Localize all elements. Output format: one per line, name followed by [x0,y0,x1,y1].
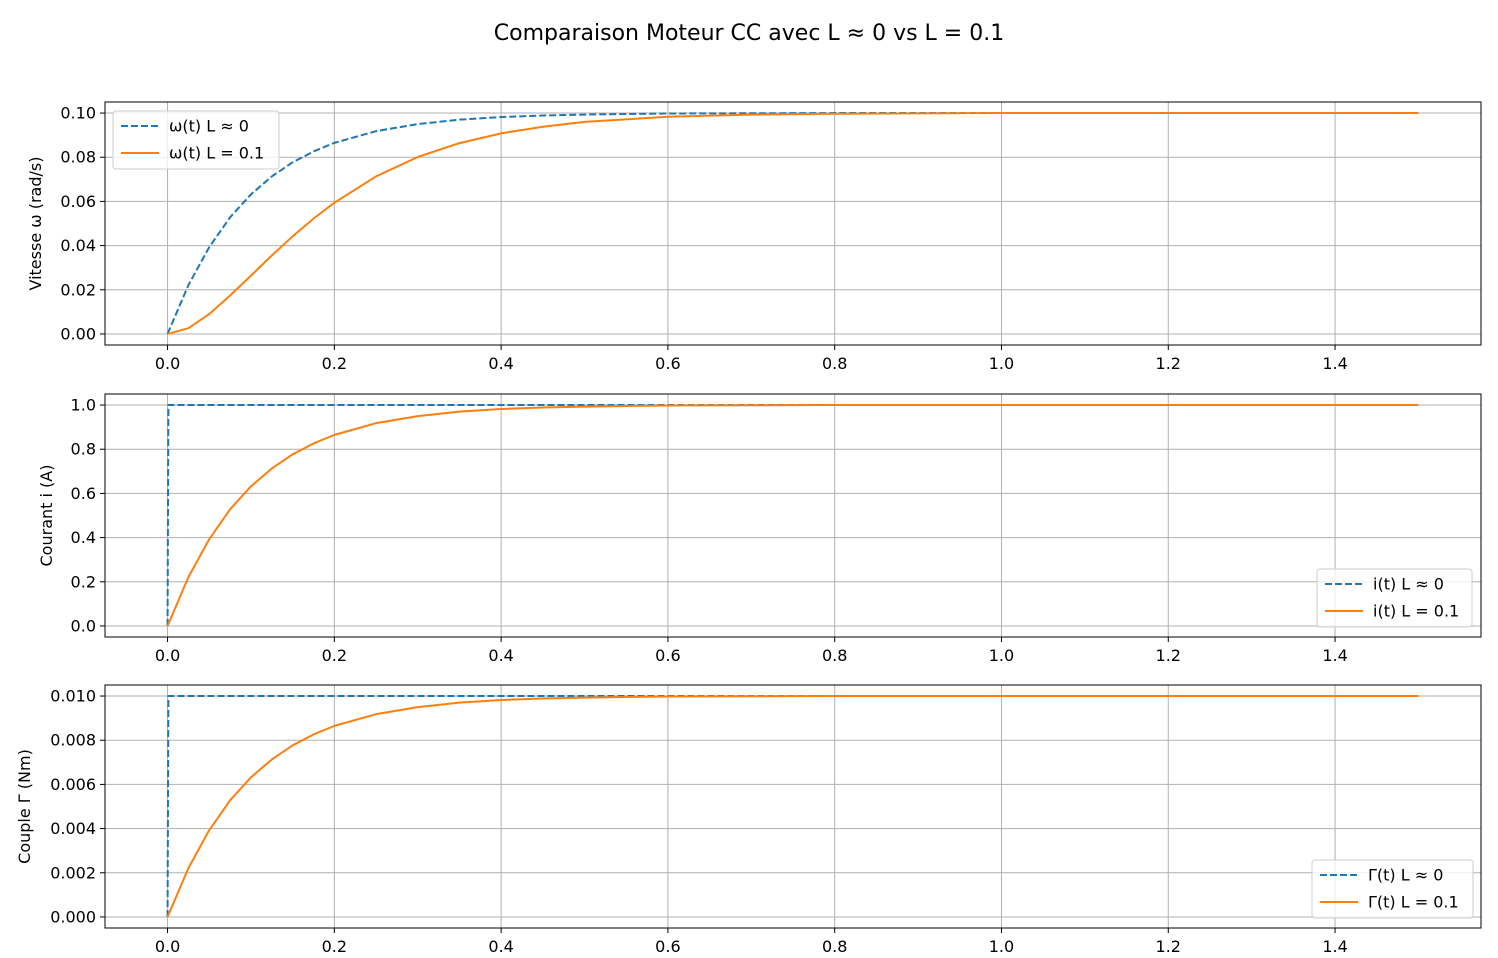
y-tick-label: 0.02 [60,280,96,299]
x-tick-label: 1.4 [1322,354,1347,373]
y-tick-label: 0.0 [71,616,96,635]
x-tick-label: 1.2 [1156,354,1181,373]
legend-entry: Γ(t) L ≈ 0 [1368,866,1443,885]
x-tick-label: 0.6 [655,937,680,956]
y-tick-label: 0.8 [71,440,96,459]
y-tick-label: 0.002 [50,863,96,882]
y-axis-label: Courant i (A) [37,465,56,567]
x-tick-label: 0.2 [322,646,347,665]
subplot-3: 0.0 0.2 0.4 0.6 0.8 1.0 1.2 1.4 0.000 0.002 0.004 0… [15,684,1482,956]
x-tick-label: 1.0 [989,646,1014,665]
x-tick-label: 0.6 [655,646,680,665]
x-tick-label: 0.4 [488,646,513,665]
x-tick-label: 1.0 [989,937,1014,956]
x-tick-label: 0.6 [655,354,680,373]
series-line-2 [166,404,1419,627]
subplot-1: 0.0 0.2 0.4 0.6 0.8 1.0 1.2 1.4 0.00 0.02 0.04 0.06… [26,101,1482,373]
x-tick-label: 0.2 [322,937,347,956]
x-tick-label: 0.4 [488,354,513,373]
legend: i(t) L ≈ 0 i(t) L = 0.1 [1316,568,1473,628]
x-tick-label: 1.4 [1322,937,1347,956]
y-axis-label: Couple Γ (Nm) [15,749,34,864]
y-tick-label: 0.08 [60,148,96,167]
x-tick-label: 0.8 [822,937,847,956]
legend-entry: ω(t) L ≈ 0 [169,117,249,136]
y-tick-label: 1.0 [71,396,96,415]
x-tick-label: 1.2 [1156,646,1181,665]
series-line-2 [166,695,1419,918]
subplots: 0.0 0.2 0.4 0.6 0.8 1.0 1.2 1.4 0.00 0.02 0.04 0.06… [15,101,1482,956]
x-tick-label: 0.2 [322,354,347,373]
legend-entry: Γ(t) L = 0.1 [1368,893,1459,912]
legend-entry: i(t) L = 0.1 [1373,602,1459,621]
legend-entry: ω(t) L = 0.1 [169,144,264,163]
x-tick-label: 1.2 [1156,937,1181,956]
series-line-1 [166,112,1419,335]
y-tick-label: 0.006 [50,775,96,794]
y-tick-label: 0.10 [60,104,96,123]
y-tick-label: 0.04 [60,236,96,255]
y-tick-label: 0.4 [71,528,96,547]
legend-entry: i(t) L ≈ 0 [1373,575,1444,594]
x-tick-label: 1.4 [1322,646,1347,665]
y-tick-label: 0.00 [60,324,96,343]
x-tick-label: 0.8 [822,646,847,665]
y-tick-label: 0.000 [50,907,96,926]
y-tick-label: 0.004 [50,819,96,838]
x-tick-label: 1.0 [989,354,1014,373]
series-line-2 [167,112,1419,335]
x-tick-label: 0.0 [155,354,180,373]
axes-frame [104,101,1482,346]
y-tick-label: 0.06 [60,192,96,211]
figure-title: Comparaison Moteur CC avec L ≈ 0 vs L = … [494,21,1004,46]
x-tick-label: 0.0 [155,646,180,665]
subplot-2: 0.0 0.2 0.4 0.6 0.8 1.0 1.2 1.4 0.0 0.2 0.4 0.6 0.8 1… [37,393,1482,665]
x-tick-label: 0.8 [822,354,847,373]
x-tick-label: 0.0 [155,937,180,956]
x-tick-label: 0.4 [488,937,513,956]
axes-frame [104,393,1482,638]
y-tick-label: 0.010 [50,687,96,706]
legend: Γ(t) L ≈ 0 Γ(t) L = 0.1 [1311,859,1474,919]
legend: ω(t) L ≈ 0 ω(t) L = 0.1 [112,110,280,170]
y-tick-label: 0.6 [71,484,96,503]
y-axis-label: Vitesse ω (rad/s) [26,157,45,291]
axes-frame [104,684,1482,929]
y-tick-label: 0.2 [71,572,96,591]
y-tick-label: 0.008 [50,731,96,750]
